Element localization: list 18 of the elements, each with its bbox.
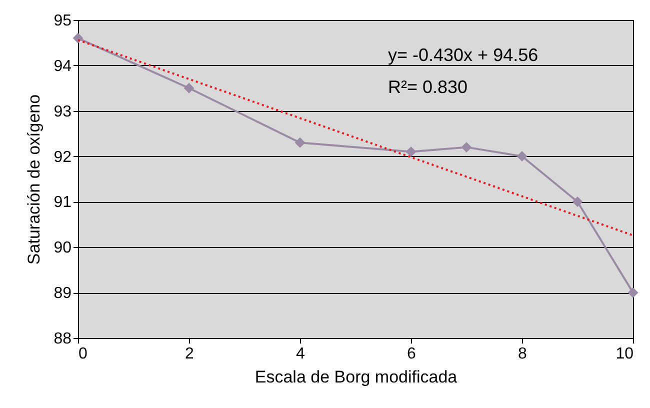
y-tick-label: 91 — [54, 194, 72, 212]
annotation: y= -0.430x + 94.56 — [388, 45, 538, 65]
y-tick-label: 92 — [54, 148, 72, 166]
x-axis-title: Escala de Borg modificada — [254, 368, 458, 386]
y-tick-label: 95 — [54, 12, 72, 30]
annotation: R²= 0.830 — [388, 77, 468, 97]
y-axis-title: Saturación de oxígeno — [24, 94, 44, 265]
y-tick-label: 88 — [54, 330, 72, 348]
x-tick-label: 0 — [78, 346, 88, 362]
x-tick-label: 8 — [518, 346, 528, 362]
y-tick-label: 89 — [54, 285, 72, 302]
x-tick-label: 4 — [296, 346, 306, 362]
x-tick-label: 2 — [185, 346, 194, 362]
y-tick-label: 93 — [54, 103, 72, 120]
y-tick-label: 94 — [54, 58, 72, 75]
x-tick-label: 10 — [616, 346, 634, 362]
x-tick-label: 6 — [407, 346, 416, 362]
y-tick-label: 90 — [54, 240, 72, 257]
